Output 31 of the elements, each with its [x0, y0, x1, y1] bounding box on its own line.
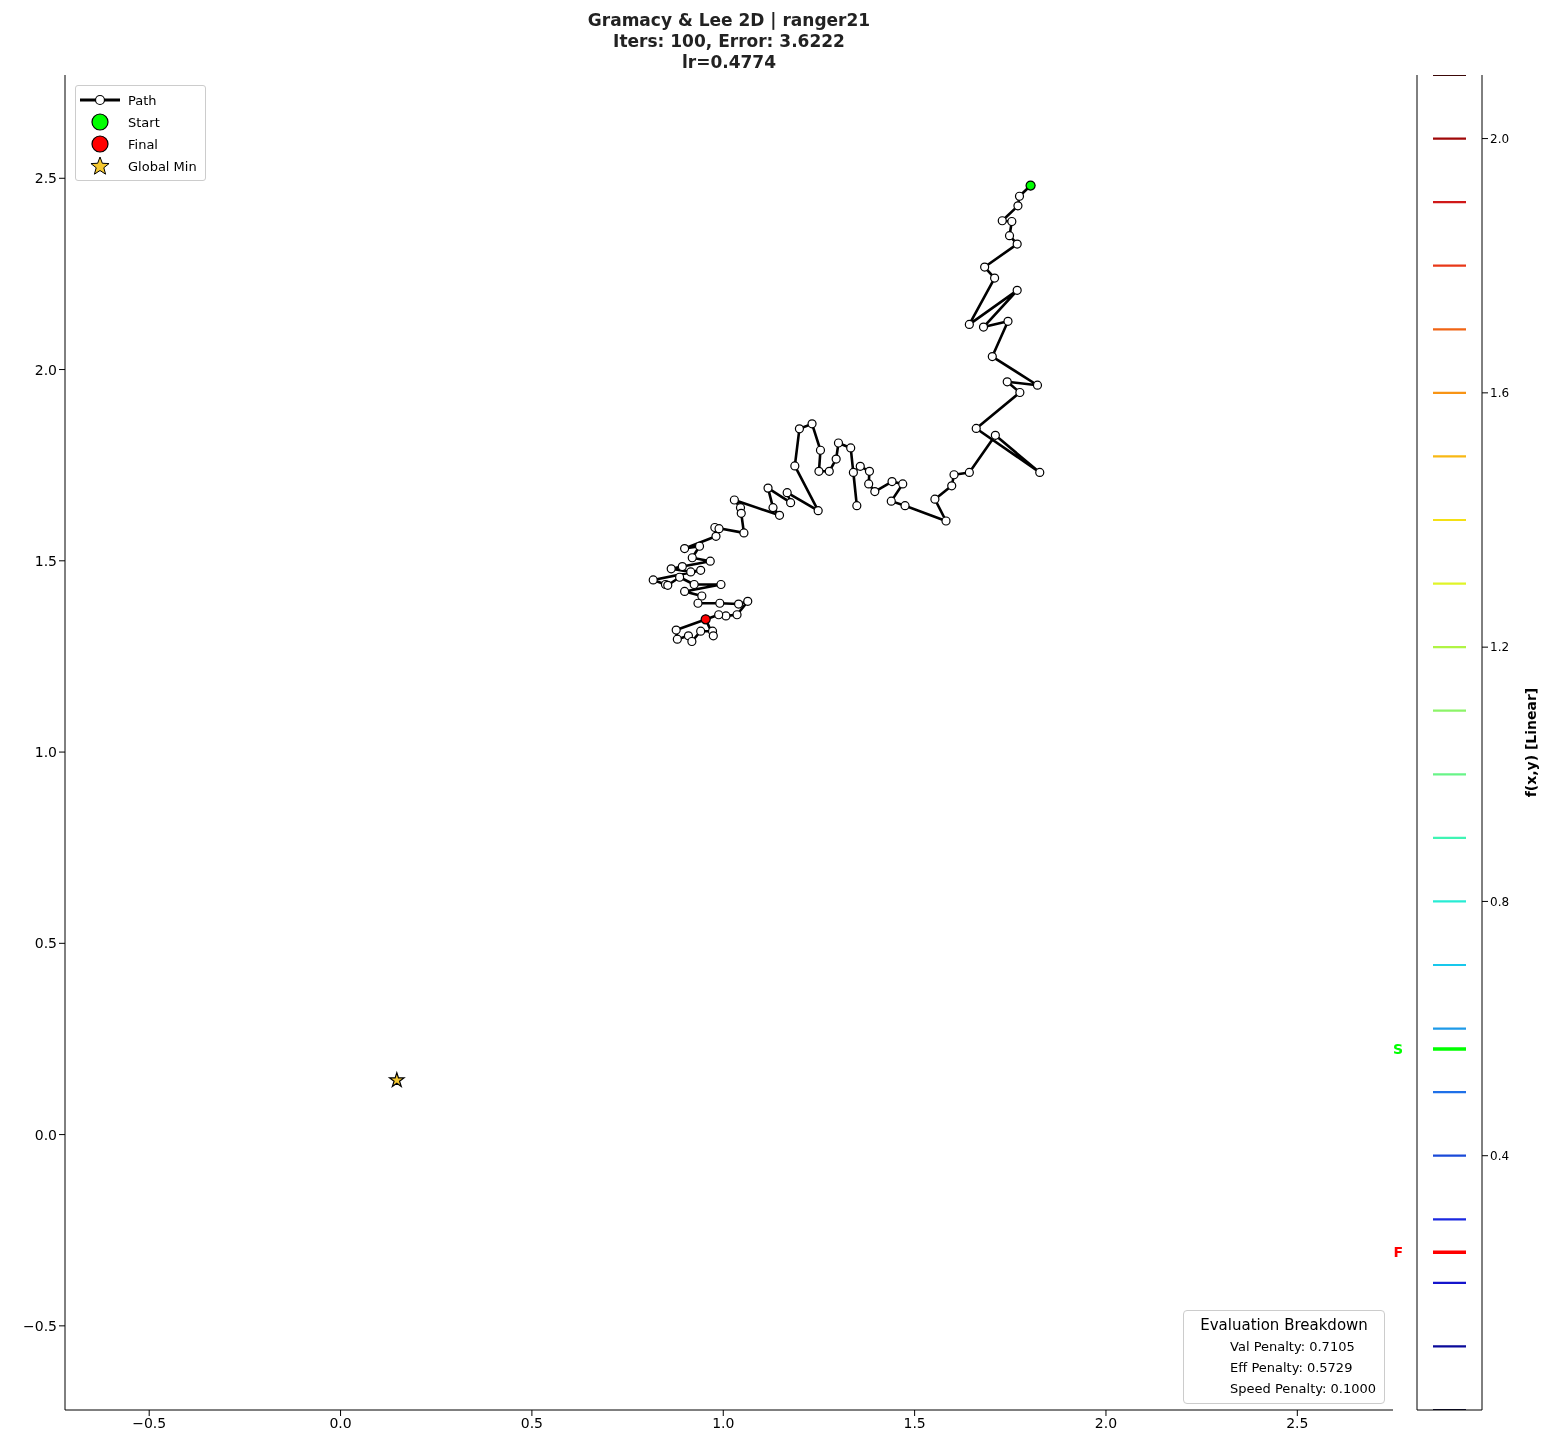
- y-tick-label: 1.2: [1490, 640, 1510, 655]
- x-tick-label: 2.5: [1286, 1414, 1309, 1431]
- legend-label: Final: [128, 136, 158, 152]
- x-tick-label: −0.5: [132, 1414, 167, 1431]
- y-axis-title: f(x,y) [Linear]: [1522, 687, 1539, 798]
- x-tick-label: 0.0: [329, 1414, 352, 1431]
- annotation: Evaluation Breakdown: [1199, 1315, 1369, 1336]
- annotation: Eff Penalty: 0.5729: [1229, 1359, 1354, 1377]
- legend-label: Path: [128, 92, 157, 108]
- y-tick-label: 2.0: [34, 361, 57, 378]
- y-tick-label: −0.5: [23, 1317, 57, 1334]
- y-tick-label: 0.4: [1490, 1148, 1510, 1163]
- chart-title: Gramacy & Lee 2D | ranger21 Iters: 100, Error: 3.6222 lr=0.4774: [586, 10, 872, 73]
- annotation: Speed Penalty: 0.1000: [1229, 1380, 1376, 1398]
- y-tick-label: 1.5: [34, 552, 57, 569]
- y-tick-label: 0.8: [1490, 894, 1510, 909]
- legend-label: Start: [128, 114, 160, 130]
- annotation: Val Penalty: 0.7105: [1229, 1338, 1356, 1356]
- x-tick-label: 0.5: [520, 1414, 544, 1431]
- y-tick-label: 1.0: [34, 744, 57, 761]
- x-tick-label: 1.5: [903, 1414, 926, 1431]
- x-tick-label: 2.0: [1094, 1414, 1118, 1431]
- x-tick-label: 1.0: [712, 1414, 735, 1431]
- y-tick-label: 0.5: [34, 935, 57, 952]
- text: F: [1393, 1244, 1403, 1261]
- y-tick-label: 0.0: [34, 1126, 57, 1143]
- y-tick-label: 2.5: [34, 170, 57, 187]
- y-tick-label: 2.0: [1490, 131, 1510, 146]
- legend-label: Global Min: [128, 158, 197, 174]
- y-tick-label: 1.6: [1490, 386, 1510, 401]
- text: S: [1392, 1040, 1403, 1057]
